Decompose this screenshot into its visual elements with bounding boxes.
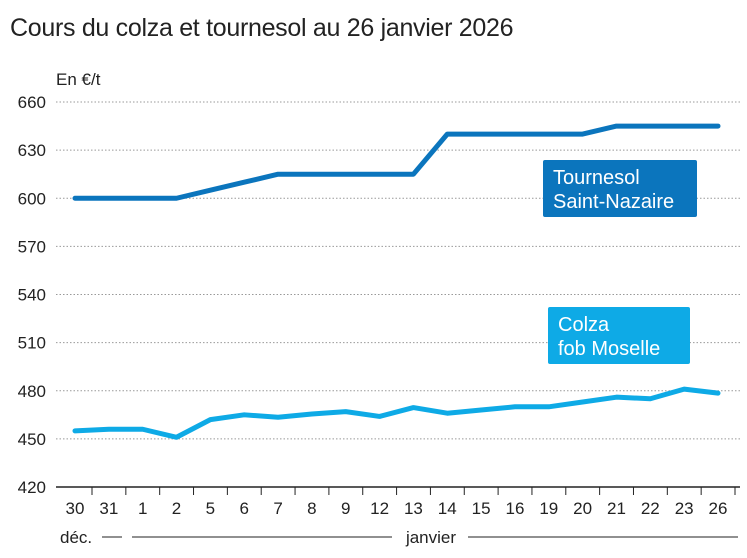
- x-tick-label: 2: [172, 499, 181, 518]
- x-tick-label: 5: [206, 499, 215, 518]
- chart-title: Cours du colza et tournesol au 26 janvie…: [10, 14, 514, 42]
- series-line: [72, 123, 721, 201]
- series-legend-label: Colza: [558, 314, 610, 336]
- series-line: [72, 386, 721, 440]
- y-tick-label: 540: [18, 286, 46, 305]
- series-legend-label: Tournesol: [553, 167, 640, 189]
- series-legend-box: [548, 307, 690, 364]
- x-tick-label: 12: [370, 499, 389, 518]
- x-tick-label: 21: [607, 499, 626, 518]
- series-legend-box: [543, 160, 697, 217]
- x-tick-label: 6: [239, 499, 248, 518]
- x-tick-label: 16: [505, 499, 524, 518]
- y-tick-label: 570: [18, 237, 46, 256]
- month-label: déc.: [60, 528, 92, 547]
- y-tick-label: 660: [18, 93, 46, 112]
- x-tick-label: 9: [341, 499, 350, 518]
- y-tick-label: 420: [18, 478, 46, 497]
- x-tick-label: 20: [573, 499, 592, 518]
- x-tick-label: 15: [472, 499, 491, 518]
- y-tick-label: 480: [18, 382, 46, 401]
- x-tick-label: 30: [66, 499, 85, 518]
- x-tick-label: 13: [404, 499, 423, 518]
- x-tick-label: 26: [709, 499, 728, 518]
- y-axis-label: En €/t: [56, 70, 101, 89]
- y-tick-label: 630: [18, 141, 46, 160]
- month-label: janvier: [405, 528, 456, 547]
- x-tick-label: 22: [641, 499, 660, 518]
- x-tick-label: 23: [675, 499, 694, 518]
- series-legend-label: Saint-Nazaire: [553, 191, 674, 213]
- x-tick-label: 19: [539, 499, 558, 518]
- x-tick-label: 14: [438, 499, 457, 518]
- y-tick-label: 600: [18, 189, 46, 208]
- y-tick-label: 450: [18, 430, 46, 449]
- x-tick-label: 7: [273, 499, 282, 518]
- x-tick-label: 8: [307, 499, 316, 518]
- y-tick-label: 510: [18, 334, 46, 353]
- x-tick-label: 1: [138, 499, 147, 518]
- x-tick-label: 31: [99, 499, 118, 518]
- series-legend-label: fob Moselle: [558, 338, 660, 360]
